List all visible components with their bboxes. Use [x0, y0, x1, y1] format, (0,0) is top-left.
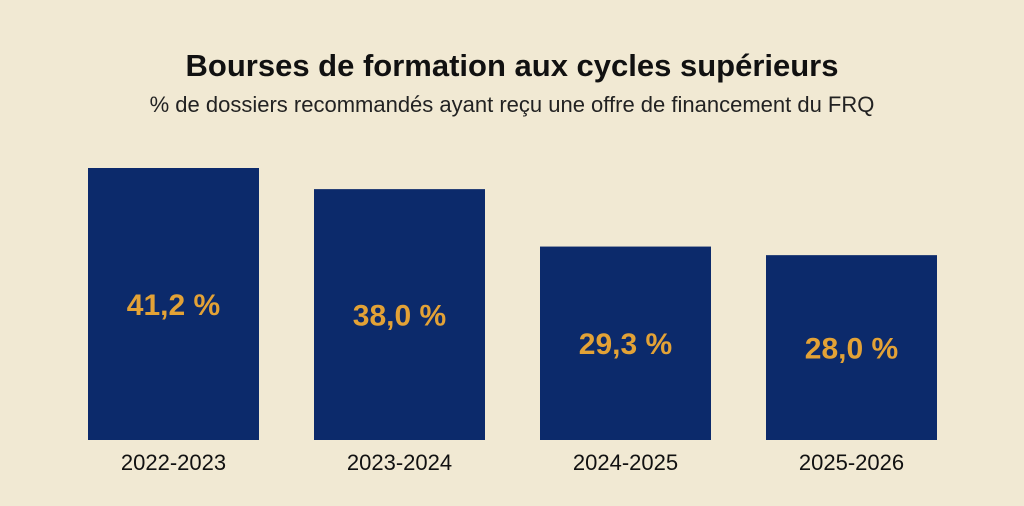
x-tick-label: 2022-2023 — [121, 450, 226, 475]
value-label: 29,3 % — [579, 328, 672, 361]
value-label: 28,0 % — [805, 332, 898, 365]
chart-subtitle: % de dossiers recommandés ayant reçu une… — [150, 92, 875, 117]
x-tick-label: 2025-2026 — [799, 450, 904, 475]
x-tick-label: 2024-2025 — [573, 450, 678, 475]
chart-title: Bourses de formation aux cycles supérieu… — [186, 48, 839, 83]
bar — [766, 255, 937, 440]
value-label: 38,0 % — [353, 299, 446, 332]
bar — [88, 168, 259, 440]
value-label: 41,2 % — [127, 289, 220, 322]
bar — [540, 246, 711, 440]
x-tick-label: 2023-2024 — [347, 450, 452, 475]
bar — [314, 189, 485, 440]
